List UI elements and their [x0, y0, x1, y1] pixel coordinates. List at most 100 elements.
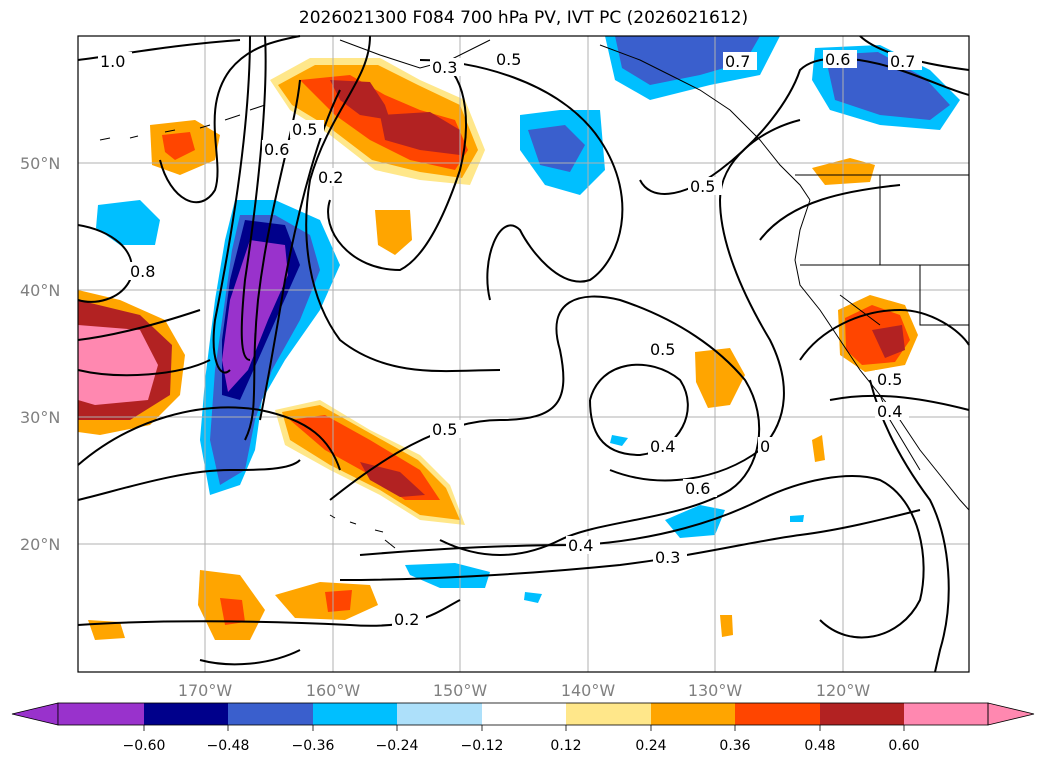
colorbar-bin — [397, 703, 482, 725]
coast-alaska — [339, 39, 811, 201]
colorbar-bin — [566, 703, 651, 725]
contour-label: 0 — [760, 437, 770, 456]
shade-ne-blue-b-core — [825, 52, 950, 120]
contour-label: 0.4 — [568, 536, 593, 555]
shade-tiny-se — [720, 615, 733, 637]
shade-south-b-core — [325, 590, 352, 612]
contour-11 — [77, 309, 201, 341]
pv-contours — [77, 35, 970, 673]
colorbar-tick: 0.48 — [804, 738, 835, 754]
shade-west-blue — [96, 200, 160, 245]
contour-label: 0.5 — [496, 50, 521, 69]
contour-14 — [77, 459, 301, 501]
shade-subtrop-dark — [360, 462, 425, 497]
contour-label: 0.2 — [318, 168, 343, 187]
colorbar-bin — [482, 703, 566, 725]
colorbar-tick: −0.24 — [376, 738, 419, 754]
contour-label: 0.3 — [655, 548, 680, 567]
contour-2 — [159, 35, 301, 204]
lon-label: 120°W — [816, 681, 871, 700]
contour-5 — [240, 35, 267, 361]
colorbar-tick: 0.24 — [635, 738, 666, 754]
contour-25 — [799, 308, 970, 361]
lat-labels: 50°N 40°N 30°N 20°N — [20, 154, 60, 554]
shade-nw-blob-core — [162, 132, 195, 160]
shade-hawaii-blue — [405, 563, 490, 588]
shade-center-orange — [375, 210, 412, 255]
contour-15 — [329, 295, 761, 556]
shade-calif-dark — [872, 325, 905, 358]
colorbar-tick: −0.48 — [207, 738, 250, 754]
lon-label: 130°W — [688, 681, 743, 700]
border-states — [800, 175, 969, 326]
islands-hawaii — [329, 514, 396, 549]
contour-label-group: 1.0 0.3 0.5 0.7 0.6 0.7 0.5 0.6 0.2 0.8 … — [98, 50, 922, 629]
contour-22 — [77, 599, 461, 627]
contour-12 — [77, 359, 211, 377]
contour-23 — [199, 649, 301, 666]
contour-13 — [77, 406, 341, 471]
colorbar-bin — [735, 703, 820, 725]
shade-south-a-core — [220, 598, 245, 625]
islands-aleutian — [99, 104, 266, 141]
contour-label: 0.7 — [890, 52, 915, 71]
contour-26 — [829, 394, 970, 411]
contour-10 — [419, 59, 624, 301]
lon-label: 160°W — [306, 681, 361, 700]
ivt-shading — [78, 36, 960, 640]
colorbar-tick: −0.12 — [461, 738, 504, 754]
contour-label: 0.5 — [432, 420, 457, 439]
contour-label: 0.5 — [292, 120, 317, 139]
colorbar-tick: 0.36 — [719, 738, 750, 754]
colorbar-bin — [904, 703, 988, 725]
colorbar-bin — [144, 703, 228, 725]
coast-westcoast — [794, 199, 970, 511]
lat-label: 40°N — [20, 281, 60, 300]
contour-label: 0.8 — [130, 262, 155, 281]
contour-21 — [339, 509, 921, 581]
lon-label: 140°W — [561, 681, 616, 700]
colorbar-tick: 0.12 — [550, 738, 581, 754]
colorbar-extend-high — [987, 702, 1035, 726]
contour-24 — [759, 184, 901, 241]
contour-label: 0.4 — [650, 437, 675, 456]
colorbar-bin — [313, 703, 397, 725]
contour-label: 0.3 — [432, 58, 457, 77]
contour-9 — [327, 59, 467, 272]
colorbar-tick: −0.60 — [123, 738, 166, 754]
shade-tiny-blue-b — [524, 592, 542, 603]
lon-labels: 170°W 160°W 150°W 140°W 130°W 120°W — [178, 681, 871, 700]
shade-gulf-blue-core — [528, 125, 585, 172]
contour-label: 1.0 — [100, 52, 125, 71]
plot-frame — [77, 35, 970, 673]
gridlines — [78, 36, 969, 672]
contour-17 — [609, 119, 801, 482]
lat-label: 30°N — [20, 408, 60, 427]
map-title: 2026021300 F084 700 hPa PV, IVT PC (2026… — [298, 8, 749, 28]
lat-label: 50°N — [20, 154, 60, 173]
shade-center-east-orange — [695, 348, 745, 408]
contour-20 — [359, 475, 925, 639]
shade-south-c — [88, 620, 125, 640]
contour-label: 0.5 — [650, 340, 675, 359]
contour-label: 0.5 — [690, 177, 715, 196]
contour-label: 0.6 — [825, 50, 850, 69]
shade-west-pink — [78, 325, 158, 405]
contour-label: 0.6 — [264, 140, 289, 159]
shade-ne-blue-a-core — [615, 36, 760, 85]
colorbar-tick: 0.60 — [888, 738, 919, 754]
colorbar-bin — [820, 703, 904, 725]
lon-label: 170°W — [178, 681, 233, 700]
contour-8 — [305, 35, 501, 373]
colorbar-bin — [651, 703, 735, 725]
contour-4 — [212, 35, 251, 374]
lat-label: 20°N — [20, 535, 60, 554]
shade-gulf-dark — [330, 80, 460, 155]
shade-neg-band-purple — [222, 240, 288, 392]
colorbar-extend-low — [11, 702, 59, 726]
contour-18 — [639, 57, 970, 195]
colorbar: −0.60 −0.48 −0.36 −0.24 −0.12 0.12 0.24 … — [11, 702, 1035, 754]
contour-label: 0.6 — [685, 479, 710, 498]
contour-label: 0.4 — [877, 402, 902, 421]
